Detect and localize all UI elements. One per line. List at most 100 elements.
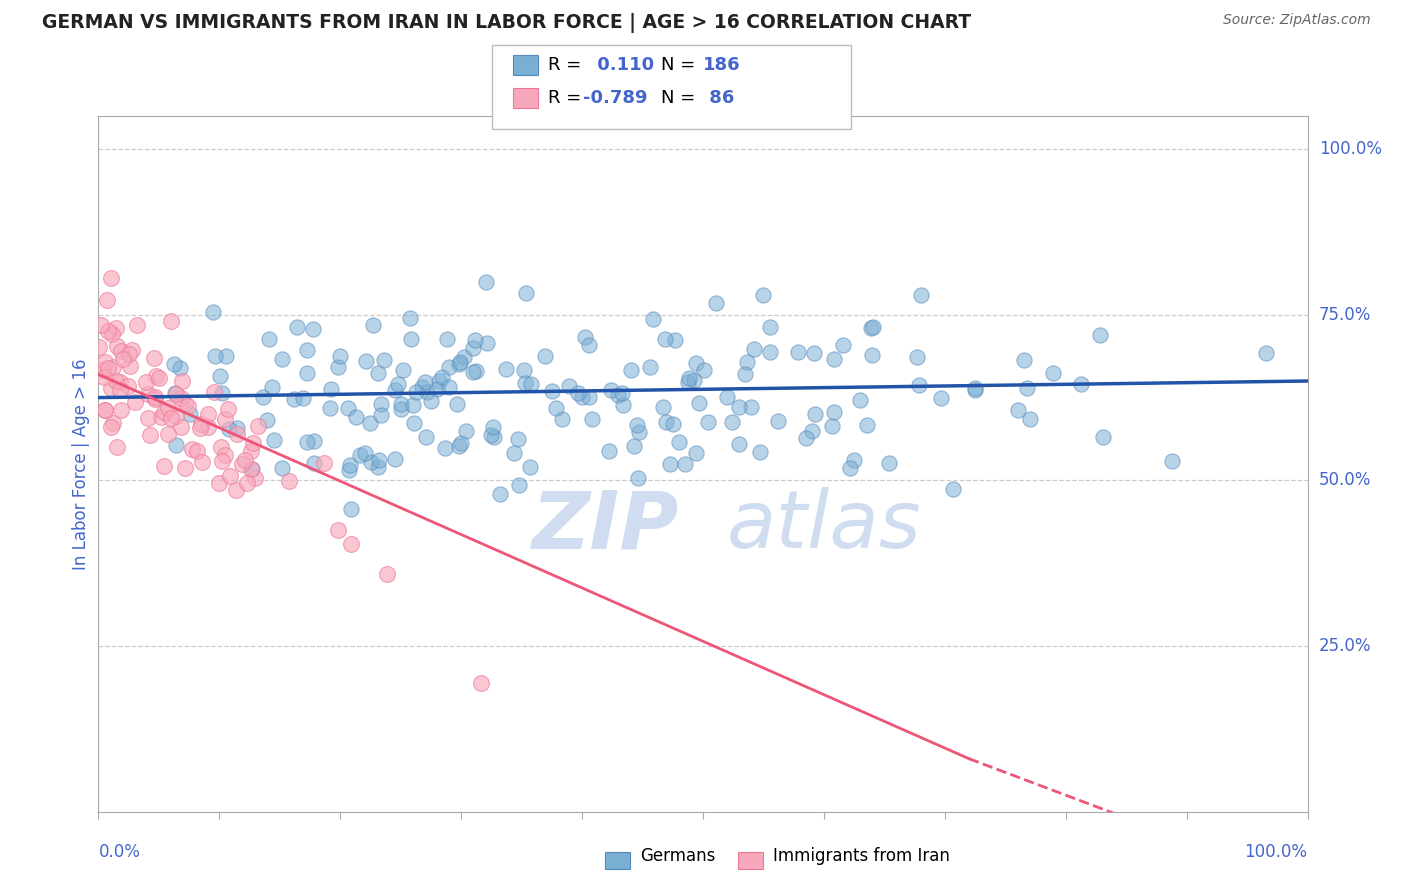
Point	[735, 355, 758, 369]
Point	[169, 392, 191, 406]
Point	[877, 456, 900, 470]
Point	[839, 460, 862, 475]
Point	[202, 305, 225, 319]
Point	[103, 416, 125, 430]
Point	[965, 381, 987, 395]
Point	[319, 382, 342, 396]
Point	[673, 457, 696, 471]
Point	[215, 349, 238, 363]
Point	[233, 453, 256, 467]
Point	[111, 351, 134, 366]
Point	[160, 314, 183, 328]
Point	[257, 333, 280, 347]
Point	[627, 471, 650, 485]
Point	[91, 363, 114, 377]
Point	[242, 435, 264, 450]
Text: 186: 186	[703, 56, 741, 74]
Point	[370, 397, 392, 411]
Point	[110, 344, 132, 359]
Point	[370, 408, 392, 422]
Text: 50.0%: 50.0%	[1319, 471, 1371, 490]
Point	[654, 332, 676, 346]
Point	[513, 363, 536, 377]
Point	[831, 338, 853, 352]
Point	[905, 350, 928, 364]
Point	[186, 444, 208, 458]
Point	[439, 360, 461, 375]
Y-axis label: In Labor Force | Age > 16: In Labor Force | Age > 16	[72, 358, 90, 570]
Point	[314, 456, 336, 470]
Point	[135, 375, 157, 389]
Point	[124, 395, 146, 409]
Point	[240, 443, 263, 458]
Point	[177, 399, 200, 413]
Point	[100, 271, 122, 285]
Point	[100, 380, 122, 394]
Point	[399, 311, 422, 326]
Point	[389, 397, 412, 411]
Point	[163, 386, 186, 401]
Point	[260, 380, 283, 394]
Text: 25.0%: 25.0%	[1319, 637, 1371, 655]
Point	[239, 461, 262, 475]
Text: 75.0%: 75.0%	[1319, 306, 1371, 324]
Point	[599, 383, 621, 397]
Point	[942, 483, 965, 497]
Point	[97, 324, 120, 338]
Point	[742, 342, 765, 356]
Point	[1254, 346, 1277, 360]
Point	[101, 326, 124, 341]
Point	[489, 486, 512, 500]
Point	[419, 393, 441, 408]
Point	[340, 502, 363, 516]
Point	[225, 483, 247, 497]
Text: Immigrants from Iran: Immigrants from Iran	[773, 847, 950, 865]
Point	[929, 391, 952, 405]
Point	[758, 320, 780, 334]
Point	[659, 457, 682, 471]
Point	[337, 463, 360, 477]
Point	[117, 379, 139, 393]
Point	[413, 375, 436, 389]
Point	[163, 357, 186, 371]
Point	[160, 411, 183, 425]
Point	[105, 374, 128, 388]
Point	[415, 385, 437, 400]
Point	[225, 427, 247, 442]
Point	[143, 390, 166, 404]
Point	[623, 439, 645, 453]
Text: 0.0%: 0.0%	[98, 843, 141, 861]
Text: N =: N =	[661, 89, 700, 107]
Point	[856, 417, 879, 432]
Point	[202, 384, 225, 399]
Point	[453, 351, 475, 365]
Point	[157, 427, 180, 442]
Point	[668, 434, 690, 449]
Point	[404, 416, 426, 430]
Point	[360, 454, 382, 468]
Point	[749, 445, 772, 459]
Point	[693, 363, 716, 377]
Point	[849, 392, 872, 407]
Point	[169, 360, 191, 375]
Point	[907, 378, 929, 392]
Point	[447, 439, 470, 453]
Point	[721, 415, 744, 429]
Text: ZIP: ZIP	[531, 487, 679, 566]
Point	[546, 401, 568, 416]
Point	[145, 368, 167, 383]
Point	[211, 385, 233, 400]
Text: GERMAN VS IMMIGRANTS FROM IRAN IN LABOR FORCE | AGE > 16 CORRELATION CHART: GERMAN VS IMMIGRANTS FROM IRAN IN LABOR …	[42, 13, 972, 33]
Point	[706, 296, 728, 310]
Point	[399, 332, 422, 346]
Point	[436, 332, 458, 346]
Point	[598, 443, 620, 458]
Point	[740, 400, 762, 414]
Point	[860, 321, 883, 335]
Point	[402, 398, 425, 412]
Point	[225, 420, 247, 434]
Point	[97, 360, 120, 375]
Point	[209, 440, 232, 454]
Point	[688, 395, 710, 409]
Point	[860, 349, 883, 363]
